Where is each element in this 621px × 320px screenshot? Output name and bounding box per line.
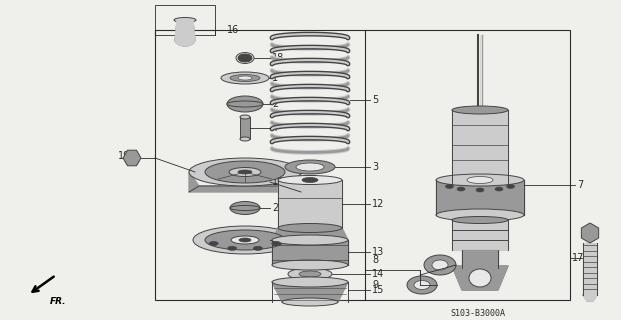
Polygon shape (583, 243, 597, 295)
Ellipse shape (445, 184, 453, 188)
Polygon shape (272, 240, 348, 265)
Text: 8: 8 (372, 255, 378, 265)
Text: 12: 12 (372, 199, 384, 209)
Ellipse shape (296, 163, 324, 171)
Ellipse shape (240, 137, 250, 141)
Ellipse shape (288, 268, 332, 280)
Ellipse shape (272, 242, 281, 245)
Bar (240, 117, 250, 139)
Ellipse shape (238, 170, 252, 174)
Ellipse shape (240, 115, 250, 119)
Ellipse shape (407, 276, 437, 294)
Ellipse shape (230, 205, 260, 211)
Polygon shape (272, 228, 348, 240)
Ellipse shape (227, 96, 263, 112)
Polygon shape (278, 180, 342, 228)
Ellipse shape (239, 238, 251, 242)
Text: 3: 3 (372, 162, 378, 172)
Text: 2: 2 (272, 99, 278, 109)
Polygon shape (189, 172, 301, 192)
Text: FR.: FR. (50, 297, 66, 306)
Ellipse shape (272, 235, 348, 245)
Ellipse shape (238, 54, 252, 62)
Polygon shape (462, 250, 498, 268)
Ellipse shape (278, 223, 342, 233)
Ellipse shape (302, 178, 318, 182)
Ellipse shape (230, 75, 260, 82)
Bar (155, 30, 570, 300)
Polygon shape (175, 20, 195, 46)
Ellipse shape (452, 217, 508, 223)
Ellipse shape (457, 187, 465, 191)
Ellipse shape (452, 106, 508, 114)
Ellipse shape (476, 188, 484, 192)
Text: 10: 10 (272, 177, 284, 187)
Text: S103-B3000A: S103-B3000A (450, 308, 505, 317)
Ellipse shape (432, 260, 448, 270)
Ellipse shape (495, 187, 503, 191)
Ellipse shape (414, 281, 430, 290)
Ellipse shape (230, 202, 260, 214)
Ellipse shape (193, 226, 297, 254)
Ellipse shape (221, 72, 269, 84)
Ellipse shape (189, 158, 301, 186)
Ellipse shape (467, 177, 493, 183)
Ellipse shape (272, 277, 348, 287)
Ellipse shape (272, 260, 348, 270)
Text: 2: 2 (272, 203, 278, 213)
Ellipse shape (436, 174, 524, 186)
Polygon shape (272, 282, 348, 302)
Ellipse shape (205, 161, 285, 183)
Text: 16: 16 (227, 25, 239, 35)
Ellipse shape (507, 184, 515, 188)
Text: 14: 14 (372, 269, 384, 279)
Ellipse shape (205, 230, 285, 250)
Ellipse shape (227, 101, 263, 107)
Text: 7: 7 (577, 180, 583, 190)
Text: 13: 13 (372, 247, 384, 257)
Ellipse shape (231, 236, 259, 244)
Ellipse shape (278, 175, 342, 185)
Ellipse shape (174, 18, 196, 22)
Ellipse shape (469, 269, 491, 287)
Polygon shape (452, 110, 508, 185)
Ellipse shape (209, 242, 218, 245)
Ellipse shape (436, 209, 524, 221)
Ellipse shape (285, 160, 335, 174)
Ellipse shape (424, 255, 456, 275)
Ellipse shape (227, 246, 237, 250)
Text: 17: 17 (572, 253, 584, 263)
Text: 19: 19 (118, 151, 130, 161)
Text: 1: 1 (272, 73, 278, 83)
Text: 4: 4 (272, 123, 278, 133)
Text: 9: 9 (372, 280, 378, 290)
Text: 18: 18 (272, 53, 284, 63)
Ellipse shape (282, 298, 338, 306)
Polygon shape (583, 295, 597, 301)
Ellipse shape (229, 167, 261, 177)
Polygon shape (452, 220, 508, 250)
Text: 15: 15 (372, 285, 384, 295)
Ellipse shape (253, 246, 263, 250)
Ellipse shape (299, 271, 321, 277)
Text: 5: 5 (372, 95, 378, 105)
Bar (155, 5, 215, 35)
Polygon shape (436, 180, 524, 215)
Ellipse shape (238, 76, 252, 80)
Polygon shape (452, 266, 508, 290)
Text: 11: 11 (272, 235, 284, 245)
